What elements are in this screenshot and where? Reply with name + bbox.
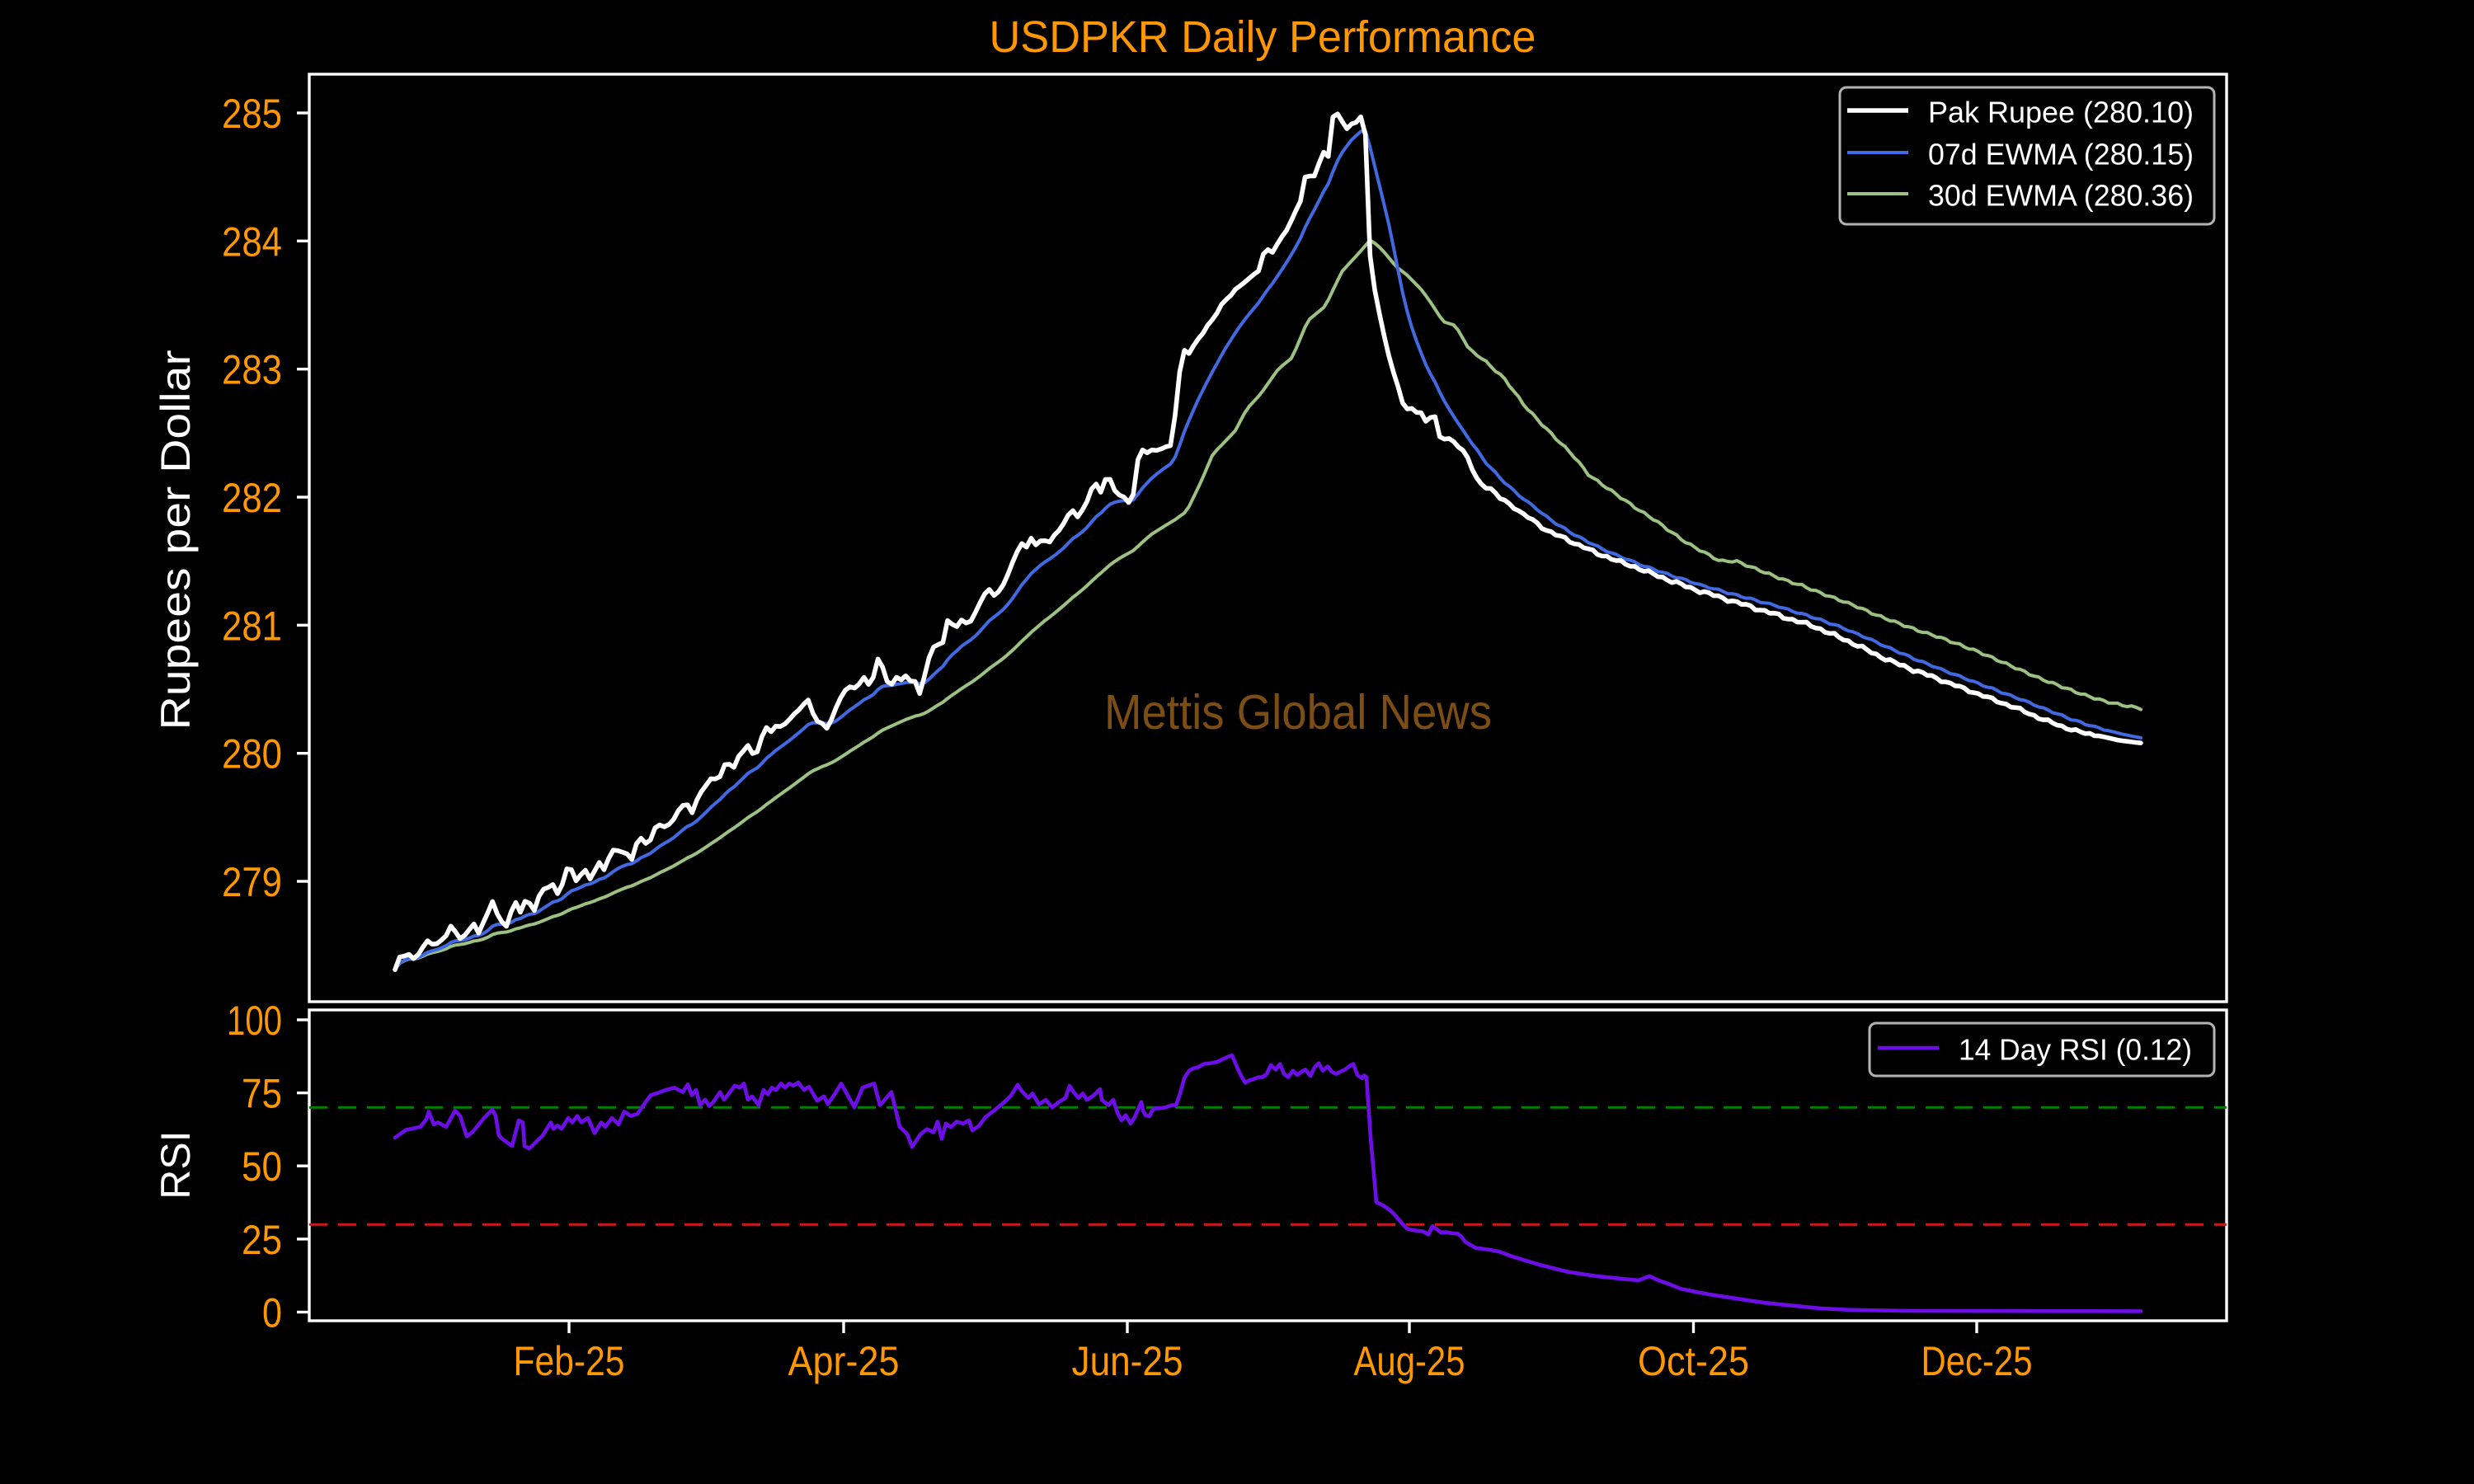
svg-text:282: 282 (222, 475, 282, 521)
svg-text:14 Day RSI (0.12): 14 Day RSI (0.12) (1959, 1033, 2192, 1067)
svg-text:279: 279 (222, 859, 282, 905)
svg-text:Mettis Global News: Mettis Global News (1104, 685, 1492, 740)
svg-text:25: 25 (242, 1217, 282, 1263)
svg-text:281: 281 (222, 603, 282, 649)
svg-text:285: 285 (222, 91, 282, 137)
svg-text:Pak Rupee (280.10): Pak Rupee (280.10) (1928, 96, 2194, 129)
svg-text:Jun-25: Jun-25 (1072, 1338, 1183, 1384)
svg-text:280: 280 (222, 731, 282, 777)
svg-text:283: 283 (222, 347, 282, 393)
svg-text:Feb-25: Feb-25 (514, 1338, 625, 1384)
svg-text:100: 100 (227, 998, 282, 1044)
svg-text:0: 0 (262, 1290, 282, 1336)
svg-text:Oct-25: Oct-25 (1638, 1338, 1749, 1384)
svg-text:75: 75 (242, 1071, 282, 1117)
svg-text:07d EWMA (280.15): 07d EWMA (280.15) (1928, 138, 2194, 171)
svg-text:Aug-25: Aug-25 (1354, 1338, 1465, 1384)
svg-text:Apr-25: Apr-25 (788, 1338, 900, 1384)
svg-text:USDPKR Daily Performance: USDPKR Daily Performance (990, 13, 1536, 62)
svg-text:RSI: RSI (153, 1130, 199, 1199)
svg-text:Dec-25: Dec-25 (1921, 1338, 2033, 1384)
svg-text:30d EWMA (280.36): 30d EWMA (280.36) (1928, 179, 2194, 213)
svg-text:284: 284 (222, 218, 282, 265)
svg-text:Rupees per Dollar: Rupees per Dollar (153, 350, 199, 730)
svg-text:50: 50 (242, 1144, 282, 1190)
